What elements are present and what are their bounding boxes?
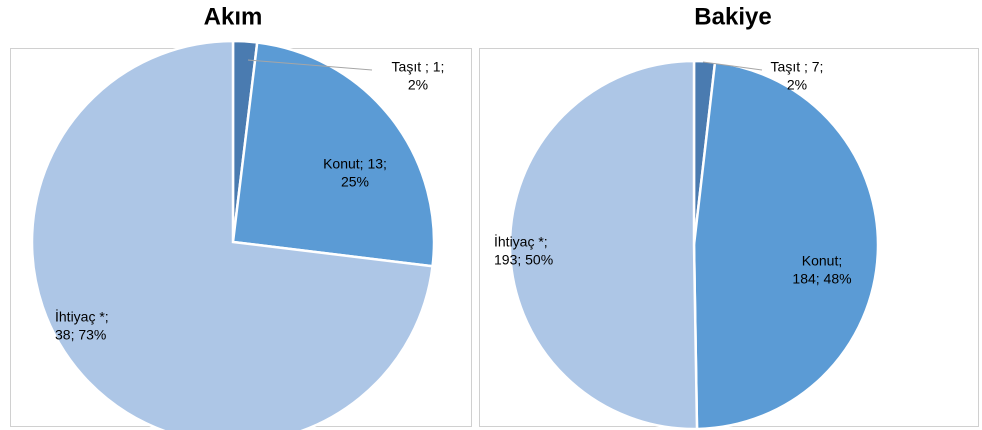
data-label: İhtiyaç *; — [55, 308, 109, 325]
pie-slice — [692, 60, 880, 430]
leader-line — [247, 59, 373, 71]
leader-line — [702, 61, 763, 71]
chart-title: Bakiye — [694, 3, 771, 30]
data-label: Taşıt ; 7; — [771, 59, 824, 75]
data-label: İhtiyaç *; — [494, 233, 548, 250]
data-label: 2% — [408, 77, 428, 93]
data-label: Konut; 13; — [323, 156, 387, 172]
pie-slice — [30, 39, 434, 430]
data-label: Konut; — [802, 253, 842, 269]
data-label: 2% — [787, 77, 807, 93]
data-label: Taşıt ; 1; — [392, 59, 445, 75]
chart-title: Akım — [204, 3, 263, 30]
data-label: 184; 48% — [792, 271, 851, 287]
data-label: 38; 73% — [55, 327, 106, 343]
data-label: 25% — [341, 174, 369, 190]
pie-slice — [231, 41, 436, 268]
data-label: 193; 50% — [494, 252, 553, 268]
pie-slice — [508, 59, 699, 430]
